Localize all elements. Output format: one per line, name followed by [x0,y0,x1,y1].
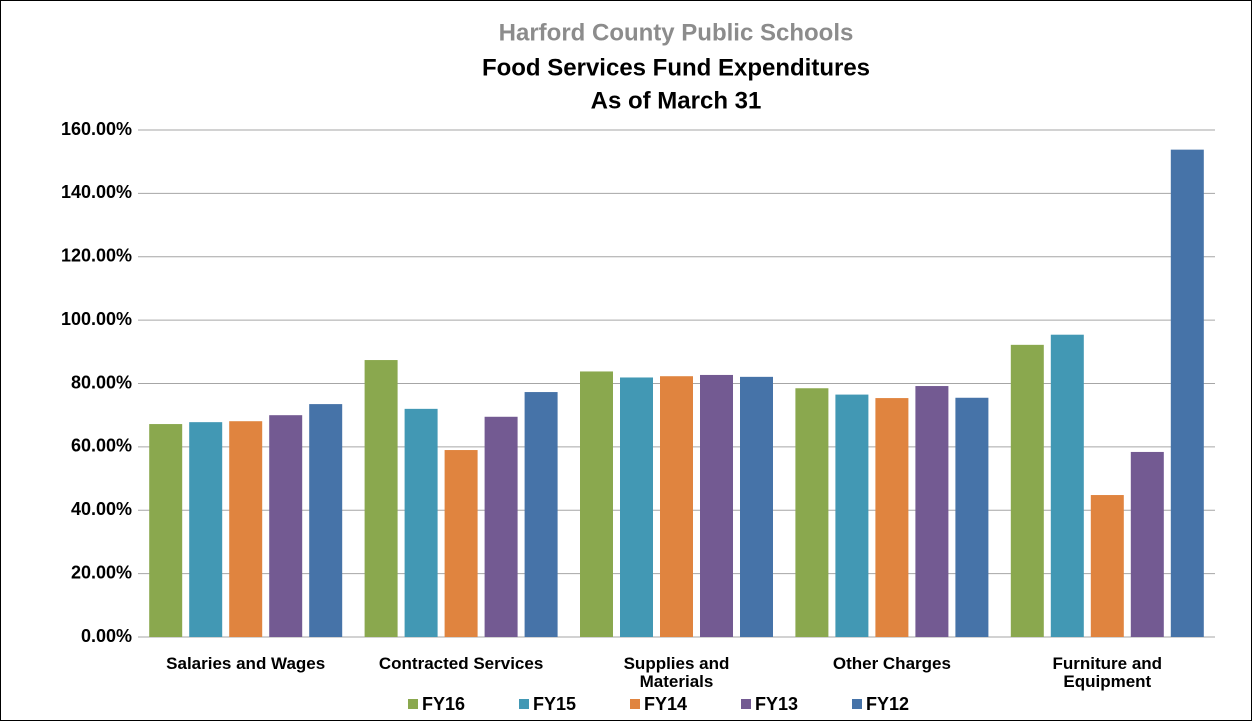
legend-label: FY15 [533,694,576,714]
bar [1130,451,1164,637]
bar [1010,344,1044,637]
bar [835,394,869,637]
bar [915,386,949,637]
bar [524,392,558,637]
y-tick-label: 100.00% [61,309,132,329]
legend-marker [852,699,862,709]
bar [620,377,653,637]
legend-label: FY14 [644,694,687,714]
legend-label: FY12 [866,694,909,714]
bar [580,371,613,637]
legend-label: FY13 [755,694,798,714]
x-tick-label: Supplies and Materials [623,654,730,691]
bar [149,424,183,637]
legend-marker [630,699,640,709]
y-tick-label: 40.00% [71,499,132,519]
legend-marker [519,699,529,709]
bar [444,450,478,637]
bar [484,416,518,637]
bar [309,404,343,637]
y-tick-label: 140.00% [61,182,132,202]
bar [740,376,773,637]
bar [700,374,733,637]
y-tick-label: 120.00% [61,246,132,266]
bar [1170,149,1204,638]
x-tick-label: Furniture and Equipment [1052,654,1163,691]
bar [404,408,438,637]
y-tick-label: 160.00% [61,119,132,139]
y-tick-label: 80.00% [71,372,132,392]
chart-subtitle-2: As of March 31 [591,87,762,114]
bar [1050,334,1084,637]
legend-marker [408,699,418,709]
bar [1090,495,1124,637]
y-tick-label: 20.00% [71,562,132,582]
chart-subtitle: Food Services Fund Expenditures [482,54,870,81]
y-tick-label: 60.00% [71,436,132,456]
x-tick-label: Other Charges [832,654,951,673]
legend-marker [741,699,751,709]
x-tick-label: Salaries and Wages [166,654,326,673]
y-tick-label: 0.00% [81,626,132,646]
bar [364,360,398,637]
bar [795,388,829,637]
bar [955,397,989,637]
x-tick-label: Contracted Services [378,654,544,673]
bar [660,376,693,637]
bar [229,421,263,637]
legend-label: FY16 [422,694,465,714]
bar [875,398,909,637]
bar [189,422,223,637]
chart-title: Harford County Public Schools [499,19,854,46]
bar [269,415,303,637]
